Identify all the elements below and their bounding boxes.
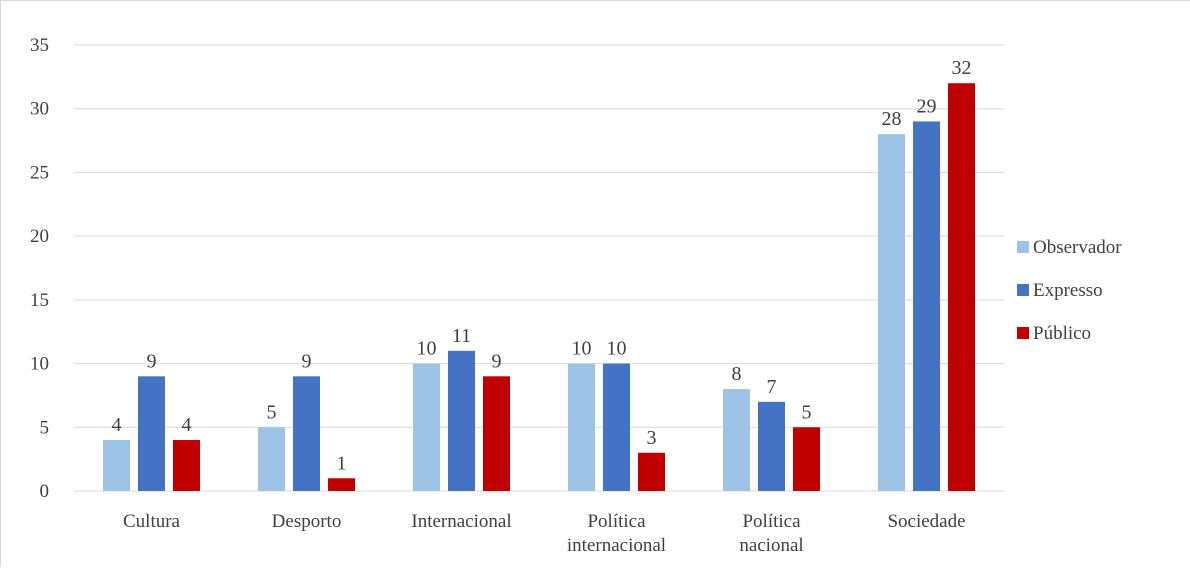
data-labels: 4 9 4 5 9 1 10 11 9 10 10 3 8 7 5 28 29 32 (112, 57, 972, 474)
y-tick-label: 10 (30, 354, 49, 375)
y-tick-label: 5 (40, 417, 50, 438)
x-tick-label: Cultura (123, 511, 181, 532)
bar (568, 363, 595, 491)
data-label: 9 (147, 350, 157, 372)
y-tick-label: 25 (30, 162, 49, 183)
bar (758, 401, 785, 491)
data-label: 4 (112, 414, 122, 436)
legend-swatch (1017, 284, 1029, 296)
legend-label: Expresso (1033, 280, 1103, 301)
data-label: 28 (882, 108, 902, 130)
data-label: 10 (572, 338, 592, 360)
data-label: 8 (732, 363, 742, 385)
legend-swatch (1017, 327, 1029, 339)
x-tick-label: Desporto (272, 511, 342, 532)
bar (173, 440, 200, 491)
legend-label: Observador (1033, 237, 1122, 258)
bar (948, 83, 975, 491)
data-label: 3 (647, 427, 657, 449)
data-label: 9 (302, 350, 312, 372)
bar (258, 427, 285, 491)
x-tick-label: Política internacional (567, 511, 666, 556)
data-label: 5 (267, 401, 277, 423)
data-label: 32 (952, 57, 972, 79)
data-label: 29 (917, 95, 937, 117)
data-label: 10 (607, 338, 627, 360)
data-label: 1 (337, 452, 347, 474)
bar (878, 134, 905, 491)
bar (793, 427, 820, 491)
legend-label: Público (1033, 323, 1091, 344)
data-label: 10 (417, 338, 437, 360)
data-label: 11 (452, 325, 471, 347)
data-label: 4 (182, 414, 192, 436)
bar (138, 376, 165, 491)
bar (293, 376, 320, 491)
legend-swatch (1017, 241, 1029, 253)
legend: Observador Expresso Público (1017, 237, 1122, 344)
x-tick-label: Internacional (411, 511, 511, 532)
data-label: 5 (802, 401, 812, 423)
bar (638, 452, 665, 491)
data-label: 9 (492, 350, 502, 372)
bar (328, 478, 355, 491)
y-tick-label: 30 (30, 99, 49, 120)
y-tick-label: 35 (30, 35, 49, 56)
bar (413, 363, 440, 491)
gridlines (74, 44, 1004, 492)
data-label: 7 (767, 376, 777, 398)
bar (603, 363, 630, 491)
y-axis-ticks: 0 5 10 15 20 25 30 35 (30, 35, 49, 502)
y-tick-label: 0 (40, 481, 50, 502)
x-tick-label: Política nacional (739, 511, 803, 556)
bar (103, 440, 130, 491)
x-tick-label: Sociedade (887, 511, 965, 532)
y-tick-label: 20 (30, 226, 49, 247)
bar (448, 350, 475, 491)
bars (103, 83, 975, 491)
bar (913, 121, 940, 491)
y-tick-label: 15 (30, 290, 49, 311)
bar (483, 376, 510, 491)
x-axis-labels: Cultura Desporto Internacional Política inte… (123, 511, 966, 556)
bar (723, 389, 750, 491)
